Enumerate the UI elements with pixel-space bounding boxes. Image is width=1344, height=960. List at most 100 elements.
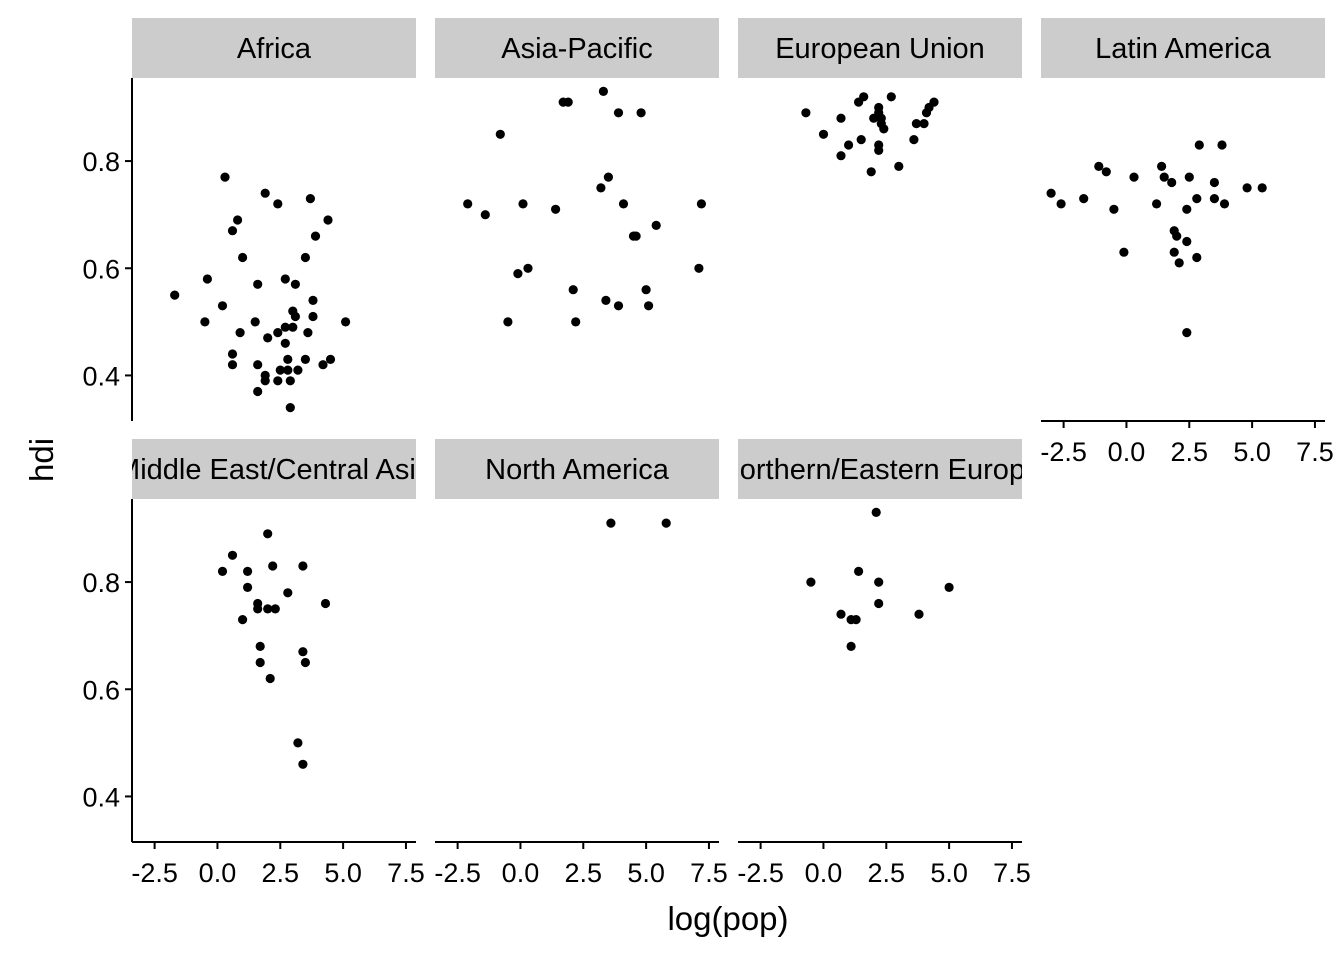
data-point <box>227 360 238 370</box>
data-point <box>1129 172 1139 182</box>
x-tick-label: 0.0 <box>805 858 843 888</box>
data-point <box>293 738 303 748</box>
data-point <box>260 376 270 386</box>
panel-africa: Africa 0.4 0.6 0.8 <box>82 18 416 421</box>
data-point <box>238 252 248 263</box>
data-point <box>631 231 641 241</box>
data-point <box>320 598 331 609</box>
data-point <box>1119 247 1129 257</box>
data-point <box>644 301 654 311</box>
data-point <box>305 194 315 204</box>
x-tick-label: 0.0 <box>199 858 237 888</box>
data-point <box>694 263 704 273</box>
data-point <box>293 365 303 375</box>
data-point <box>298 647 308 657</box>
strip-label-north-america: North America <box>485 454 670 486</box>
data-point <box>235 328 245 338</box>
data-point <box>227 349 238 359</box>
data-point <box>308 295 318 305</box>
data-point <box>300 657 310 668</box>
data-point <box>308 311 318 322</box>
data-point <box>866 167 876 177</box>
data-point <box>836 113 846 123</box>
x-axis-title: log(pop) <box>667 900 788 937</box>
strip-africa <box>132 18 416 78</box>
y-axis-title: hdi <box>23 438 60 482</box>
data-point <box>696 199 707 209</box>
x-tick-label: -2.5 <box>434 858 481 888</box>
data-point <box>844 140 854 150</box>
data-point <box>463 199 473 209</box>
strip-northern-eastern-europe <box>738 439 1022 499</box>
data-point <box>285 376 295 386</box>
data-point <box>851 615 861 625</box>
data-point <box>1192 252 1202 263</box>
data-point <box>238 615 248 625</box>
data-point <box>310 231 321 241</box>
data-point <box>598 86 609 96</box>
data-point <box>1046 188 1056 198</box>
strip-middle-east-central-asia <box>132 439 416 499</box>
data-point <box>263 333 273 343</box>
data-point <box>563 97 573 107</box>
strip-label-latin-america: Latin America <box>1095 33 1272 65</box>
data-point <box>859 92 869 102</box>
y-tick-label: 0.4 <box>82 782 120 812</box>
data-point <box>273 199 283 209</box>
data-point <box>1159 172 1169 182</box>
data-point <box>596 183 606 193</box>
data-point <box>911 119 922 129</box>
data-point <box>914 609 924 619</box>
data-point <box>220 172 230 182</box>
data-point <box>298 561 308 571</box>
data-point <box>1079 194 1089 204</box>
data-point <box>568 285 578 295</box>
data-point <box>874 577 884 587</box>
strip-asia-pacific <box>435 18 719 78</box>
panel-north-america: North America -2.5 0.0 2.5 5.0 7.5 <box>434 439 728 888</box>
data-point <box>1209 177 1219 188</box>
data-point <box>1101 167 1111 177</box>
data-point <box>1056 199 1066 209</box>
data-point <box>280 338 290 348</box>
y-tick-label: 0.8 <box>82 568 120 598</box>
data-point <box>523 263 533 273</box>
data-point <box>618 199 629 209</box>
data-point <box>290 279 300 289</box>
x-tick-label: 2.5 <box>1171 437 1209 467</box>
data-point <box>263 604 273 614</box>
data-point <box>285 403 295 413</box>
data-point <box>265 673 275 684</box>
y-tick-label: 0.4 <box>82 361 120 391</box>
data-point <box>1219 199 1230 209</box>
panel-european-union: European Union <box>738 18 1022 177</box>
data-point <box>227 226 238 236</box>
data-point <box>273 328 283 338</box>
data-point <box>283 588 293 598</box>
panel-latin-america: Latin America -2.5 0.0 2.5 5.0 7.5 <box>1040 18 1334 467</box>
x-tick-label: 2.5 <box>868 858 906 888</box>
data-point <box>260 188 270 198</box>
data-point <box>1109 204 1119 214</box>
data-point <box>495 129 505 139</box>
data-point <box>1194 140 1204 150</box>
data-point <box>1182 236 1192 247</box>
x-tick-label: -2.5 <box>737 858 784 888</box>
x-tick-label: -2.5 <box>1040 437 1087 467</box>
data-point <box>651 220 661 230</box>
data-point <box>253 279 263 289</box>
data-point <box>1152 199 1162 209</box>
data-point <box>250 317 260 327</box>
data-point <box>1094 161 1104 171</box>
data-point <box>1182 328 1192 338</box>
data-point <box>255 641 265 652</box>
data-point <box>613 301 624 311</box>
strip-label-africa: Africa <box>237 33 312 65</box>
panel-northern-eastern-europe: Northern/Eastern Europe -2.5 0.0 2.5 5.0 7.5 <box>737 439 1031 888</box>
data-point <box>1167 177 1177 188</box>
data-point <box>909 135 919 145</box>
data-point <box>1184 172 1194 182</box>
data-point <box>846 641 856 652</box>
data-point <box>253 360 263 370</box>
